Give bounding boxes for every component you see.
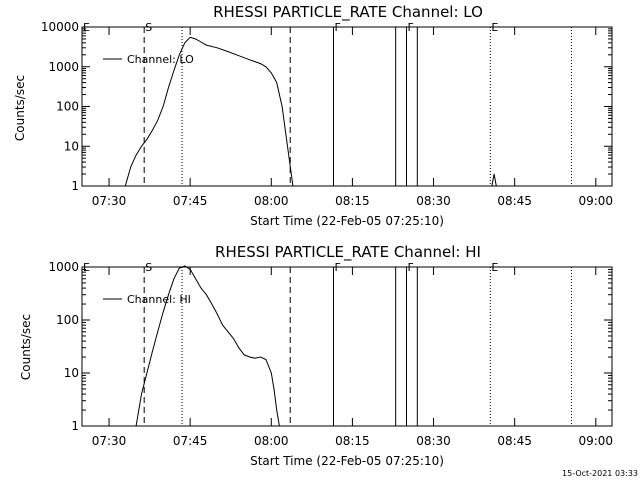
series-line [135, 265, 280, 427]
plot-frame [81, 26, 613, 187]
x-tick-label: 08:30 [416, 434, 451, 448]
y-tick-label: 10000 [41, 20, 79, 34]
y-axis-label: Counts/sec [13, 75, 27, 141]
chart-title: RHESSI PARTICLE_RATE Channel: HI [215, 243, 481, 262]
x-tick-label: 08:45 [497, 194, 532, 208]
x-tick-label: 08:00 [254, 434, 289, 448]
x-tick-label: 07:45 [173, 434, 208, 448]
x-tick-label: 08:15 [335, 194, 370, 208]
y-tick-label: 1 [71, 179, 79, 193]
y-tick-label: 10 [64, 366, 79, 380]
x-tick-label: 08:45 [497, 434, 532, 448]
event-marker-label: F [407, 21, 413, 34]
footer-timestamp: 15-Oct-2021 03:33 [562, 469, 638, 478]
chart-title: RHESSI PARTICLE_RATE Channel: LO [213, 3, 483, 22]
y-tick-label: 100 [56, 100, 79, 114]
x-tick-label: 08:00 [254, 194, 289, 208]
x-tick-label: 07:30 [92, 434, 127, 448]
x-tick-label: 07:30 [92, 194, 127, 208]
y-tick-label: 1000 [48, 260, 79, 274]
event-marker-label: E [491, 21, 498, 34]
legend-label: Channel: LO [127, 53, 194, 66]
y-tick-label: 1000 [48, 60, 79, 74]
y-axis-label: Counts/sec [19, 314, 33, 380]
x-tick-label: 08:15 [335, 434, 370, 448]
y-tick-label: 10 [64, 139, 79, 153]
x-axis-label: Start Time (22-Feb-05 07:25:10) [250, 214, 444, 228]
event-marker-label: E [491, 261, 498, 274]
event-marker-label: F [334, 21, 340, 34]
series-line [491, 173, 497, 187]
legend-label: Channel: HI [127, 293, 191, 306]
plot-frame [81, 266, 613, 427]
event-marker-label: E [83, 261, 90, 274]
chart-panel-hi: RHESSI PARTICLE_RATE Channel: HI Start T… [19, 243, 613, 468]
x-tick-label: 09:00 [578, 434, 613, 448]
series-line [124, 36, 294, 187]
y-tick-label: 1 [71, 419, 79, 433]
x-tick-label: 07:45 [173, 194, 208, 208]
x-tick-label: 08:30 [416, 194, 451, 208]
event-marker-label: S [145, 261, 152, 274]
x-axis-label: Start Time (22-Feb-05 07:25:10) [250, 454, 444, 468]
chart-panel-lo: RHESSI PARTICLE_RATE Channel: LO Start T… [13, 3, 613, 228]
event-marker-label: E [83, 21, 90, 34]
x-tick-label: 09:00 [578, 194, 613, 208]
event-marker-label: F [334, 261, 340, 274]
y-tick-label: 100 [56, 313, 79, 327]
event-marker-label: S [145, 21, 152, 34]
event-marker-label: F [407, 261, 413, 274]
